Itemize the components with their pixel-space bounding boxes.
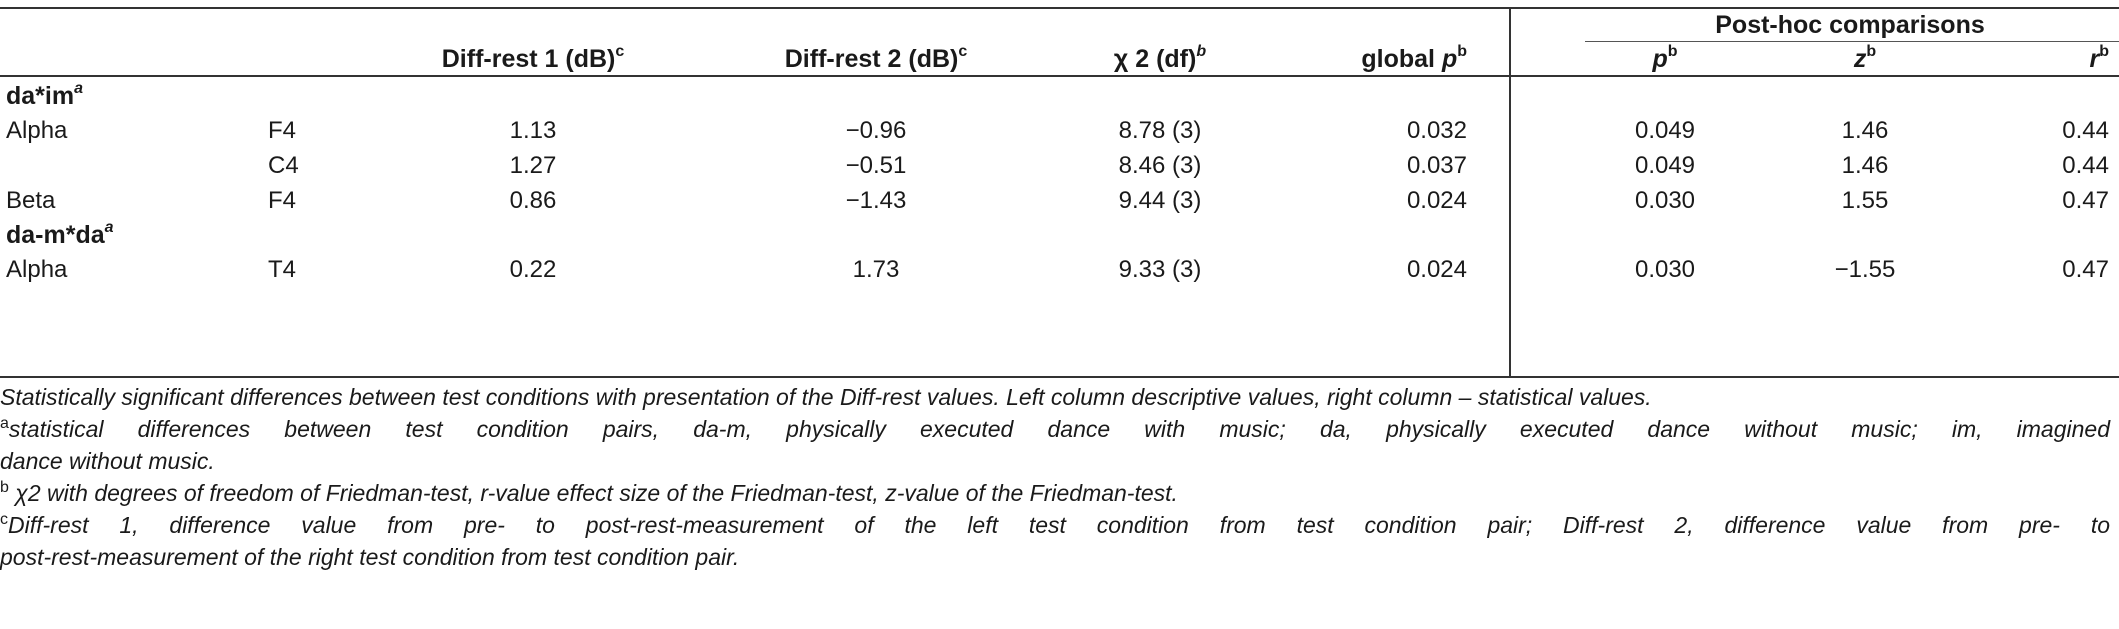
diff-rest-1-cell: 0.86 bbox=[509, 187, 557, 214]
posthoc-header: Post-hoc comparisons bbox=[1715, 11, 1985, 39]
r-cell: 0.44 bbox=[2062, 152, 2109, 179]
chi2-cell: 8.46 (3) bbox=[1118, 152, 1202, 179]
r-cell: 0.47 bbox=[2062, 256, 2109, 283]
z-cell: −1.55 bbox=[1834, 256, 1896, 283]
col-header-r: rb bbox=[2089, 42, 2109, 73]
band-cell: Beta bbox=[6, 187, 56, 214]
z-cell: 1.46 bbox=[1841, 152, 1889, 179]
r-cell: 0.47 bbox=[2062, 187, 2109, 214]
col-header-chi2: χ 2 (df)b bbox=[1113, 42, 1207, 73]
chi2-cell: 9.33 (3) bbox=[1118, 256, 1202, 283]
diff-rest-2-cell: −0.51 bbox=[845, 152, 907, 179]
col-header-z: zb bbox=[1853, 42, 1877, 73]
diff-rest-2-cell: −1.43 bbox=[845, 187, 907, 214]
z-cell: 1.46 bbox=[1841, 117, 1889, 144]
posthoc-underline bbox=[1585, 41, 2119, 42]
footnote-c-line2: post-rest-measurement of the right test … bbox=[0, 544, 740, 570]
col-header-diff-rest-2: Diff-rest 2 (dB)c bbox=[784, 42, 968, 73]
diff-rest-2-cell: 1.73 bbox=[852, 256, 900, 283]
footnote-b: b χ2 with degrees of freedom of Friedman… bbox=[0, 479, 1178, 506]
global-p-cell: 0.024 bbox=[1406, 187, 1467, 214]
p-cell: 0.049 bbox=[1634, 152, 1696, 179]
table-top-rule bbox=[0, 7, 2119, 9]
col-header-diff-rest-1: Diff-rest 1 (dB)c bbox=[441, 42, 625, 73]
p-cell: 0.049 bbox=[1634, 117, 1696, 144]
band-cell: Alpha bbox=[6, 117, 68, 144]
footnote-main: Statistically significant differences be… bbox=[0, 384, 1652, 410]
band-cell: Alpha bbox=[6, 256, 68, 283]
global-p-cell: 0.037 bbox=[1406, 152, 1467, 179]
chi2-cell: 8.78 (3) bbox=[1118, 117, 1202, 144]
section-title-da-m-da: da-m*daa bbox=[6, 218, 114, 249]
p-cell: 0.030 bbox=[1634, 256, 1696, 283]
diff-rest-2-cell: −0.96 bbox=[845, 117, 907, 144]
channel-cell: C4 bbox=[268, 152, 299, 179]
header-bottom-rule bbox=[0, 75, 2119, 77]
col-header-global-p: global pb bbox=[1361, 42, 1467, 73]
diff-rest-1-cell: 0.22 bbox=[509, 256, 557, 283]
global-p-cell: 0.032 bbox=[1406, 117, 1467, 144]
channel-cell: T4 bbox=[268, 256, 297, 283]
diff-rest-1-cell: 1.27 bbox=[509, 152, 557, 179]
col-header-p: pb bbox=[1652, 42, 1678, 73]
footnote-c-line1: cDiff-rest 1, difference value from pre-… bbox=[0, 511, 2110, 538]
z-cell: 1.55 bbox=[1841, 187, 1889, 214]
column-divider bbox=[1509, 8, 1511, 376]
section-title-da-im: da*ima bbox=[6, 79, 83, 110]
r-cell: 0.44 bbox=[2062, 117, 2109, 144]
diff-rest-1-cell: 1.13 bbox=[509, 117, 557, 144]
channel-cell: F4 bbox=[268, 187, 297, 214]
channel-cell: F4 bbox=[268, 117, 297, 144]
p-cell: 0.030 bbox=[1634, 187, 1696, 214]
chi2-cell: 9.44 (3) bbox=[1118, 187, 1202, 214]
footnote-a-line1: astatistical differences between test co… bbox=[0, 415, 2110, 442]
global-p-cell: 0.024 bbox=[1406, 256, 1467, 283]
table-bottom-rule bbox=[0, 376, 2119, 378]
footnote-a-line2: dance without music. bbox=[0, 448, 215, 474]
